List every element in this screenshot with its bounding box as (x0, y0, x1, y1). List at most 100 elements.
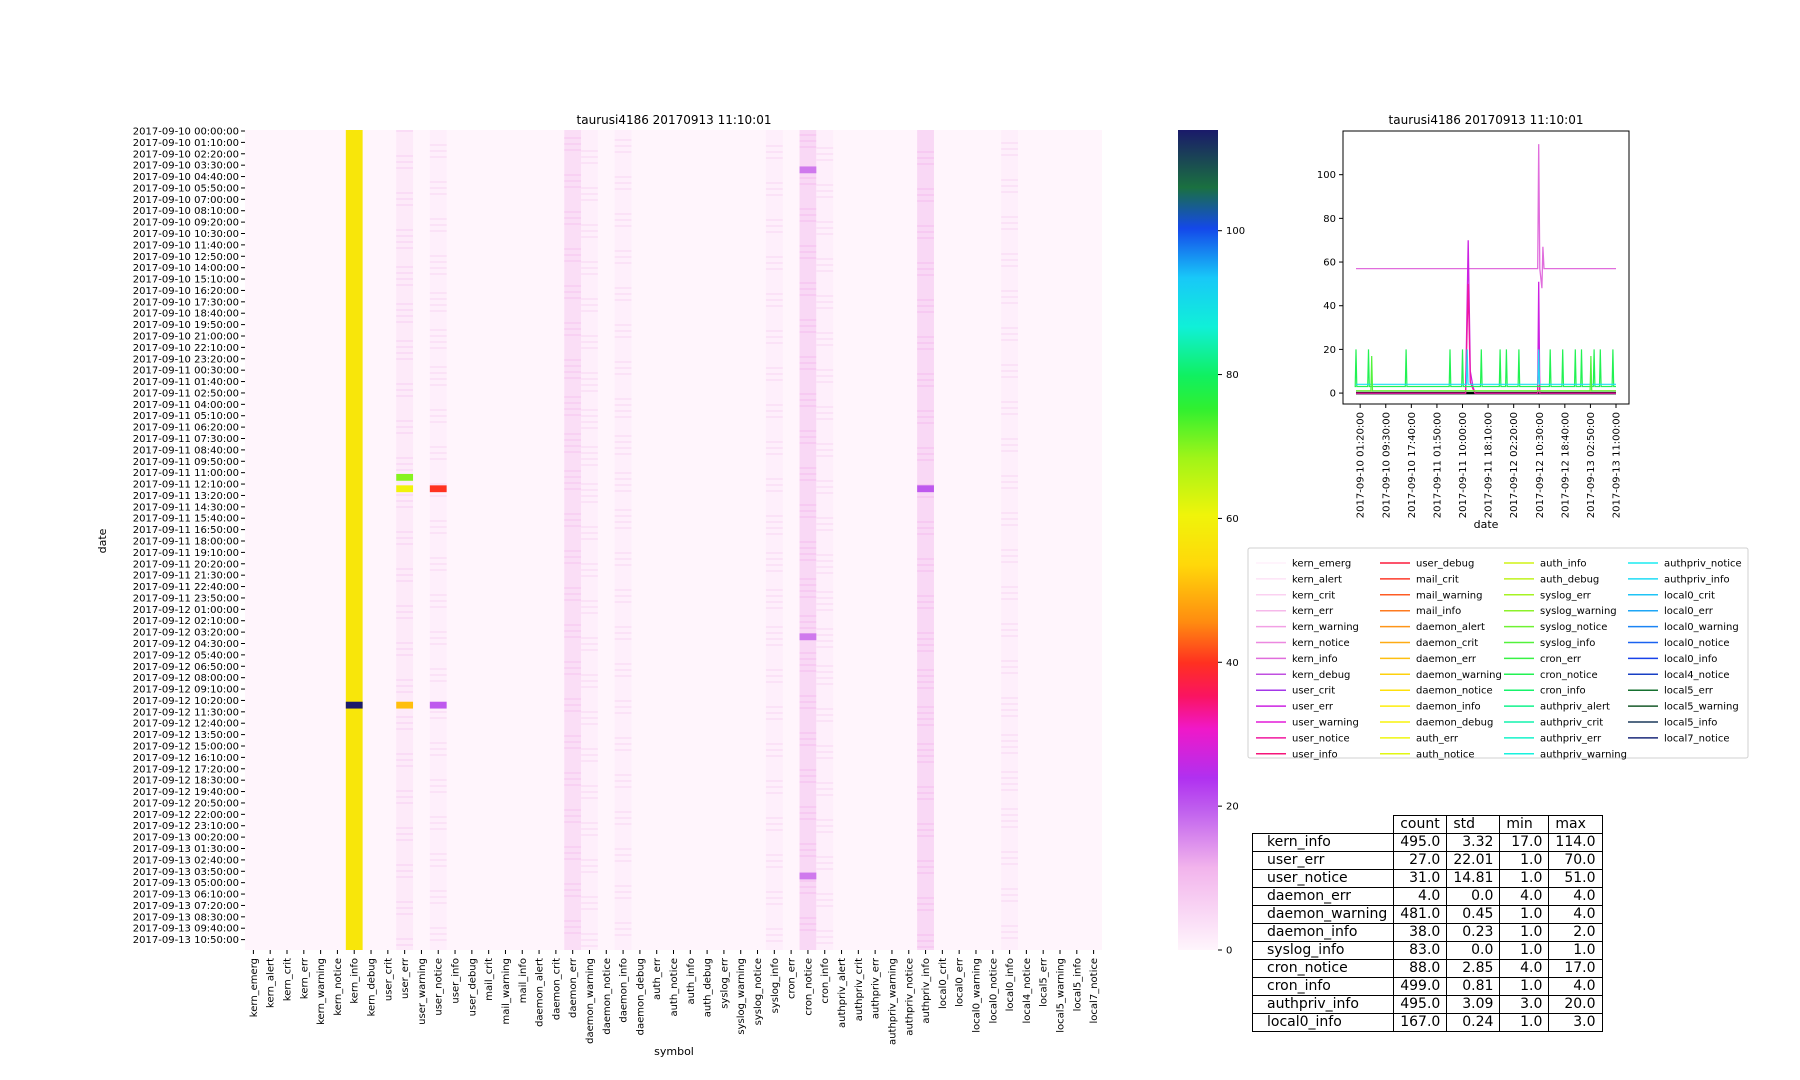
heatmap-y-tick-label: 2017-09-10 22:10:00 (133, 343, 239, 354)
heatmap-stripe (917, 946, 934, 948)
heatmap-x-tick-label: local0_crit (938, 958, 949, 1009)
heatmap-stripe (429, 224, 447, 226)
heatmap-x-tick-label: local5_warning (1055, 958, 1066, 1033)
stats-cell-label: cron_notice (1251, 959, 1395, 978)
heatmap-y-tick-label: 2017-09-12 09:10:00 (133, 685, 239, 696)
legend-entry-syslog_warning: syslog_warning (1504, 606, 1617, 617)
heatmap-stripe (799, 368, 817, 370)
heatmap-stripe (396, 500, 414, 502)
legend-box (1247, 547, 1749, 759)
heatmap-stripe (429, 372, 447, 374)
heatmap-stripe (917, 268, 934, 270)
stats-cell-std: 0.24 (1446, 1013, 1501, 1032)
heatmap-y-tick-label: 2017-09-11 20:20:00 (133, 559, 239, 570)
heatmap-stripe (429, 779, 447, 781)
heatmap-stripe (816, 443, 834, 445)
stats-cell-count: 38.0 (1393, 923, 1448, 942)
heatmap-stripe (816, 196, 834, 198)
legend-label: user_err (1292, 702, 1334, 713)
heatmap-stripe (429, 483, 447, 485)
heatmap-stripe (614, 176, 632, 178)
heatmap-stripe (917, 934, 934, 936)
heatmap-stripe (799, 695, 817, 697)
heatmap-stripe (765, 367, 783, 369)
heatmap-stripe (765, 829, 783, 831)
heatmap-stripe (396, 642, 414, 644)
stats-row-local0_info: local0_info 167.0 0.24 1.0 3.0 (1251, 1013, 1603, 1032)
legend-entry-daemon_info: daemon_info (1380, 702, 1481, 713)
heatmap-stripe (816, 486, 834, 488)
heatmap-x-tick-label: auth_debug (703, 958, 714, 1017)
heatmap-stripe (396, 346, 414, 348)
heatmap-stripe (614, 527, 632, 529)
heatmap-stripe (1001, 709, 1018, 711)
heatmap-stripe (816, 572, 834, 574)
heatmap-stripe (765, 860, 783, 862)
heatmap-stripe (614, 928, 632, 930)
stats-cell-count: 88.0 (1393, 959, 1448, 978)
heatmap-stripe (564, 926, 582, 928)
stats-cell-std: 0.45 (1446, 905, 1501, 924)
heatmap-stripe (614, 509, 632, 511)
heatmap-stripe (614, 145, 632, 147)
heatmap-stripe (917, 909, 934, 911)
heatmap-stripe (581, 372, 598, 374)
stats-cell-label: daemon_info (1251, 923, 1395, 942)
heatmap-stripe (816, 492, 834, 494)
heatmap-stripe (816, 905, 834, 907)
heatmap-stripe (1001, 191, 1018, 193)
heatmap-stripe (429, 853, 447, 855)
stats-cell-label: cron_info (1251, 977, 1395, 996)
heatmap-stripe (614, 922, 632, 924)
heatmap-stripe (1001, 290, 1018, 292)
heatmap-x-tick-label: mail_info (518, 958, 529, 1003)
heatmap-stripe (396, 315, 414, 317)
heatmap-y-tick-label: 2017-09-13 03:50:00 (133, 867, 239, 878)
heatmap-stripe (1001, 339, 1018, 341)
stats-cell-count: 83.0 (1393, 941, 1448, 960)
legend-entry-local0_crit: local0_crit (1628, 590, 1715, 601)
heatmap-stripe (799, 732, 817, 734)
heatmap-stripe (429, 520, 447, 522)
heatmap-stripe (765, 453, 783, 455)
heatmap-y-tick-label: 2017-09-12 15:00:00 (133, 742, 239, 753)
heatmap-stripe (429, 150, 447, 152)
legend-label: user_warning (1292, 718, 1359, 729)
heatmap-stripe (765, 552, 783, 554)
heatmap-stripe (816, 332, 834, 334)
stats-cell-count: 495.0 (1393, 833, 1448, 852)
heatmap-stripe (799, 442, 817, 444)
legend-entry-local5_warning: local5_warning (1628, 702, 1739, 713)
heatmap-stripe (816, 930, 834, 932)
heatmap-stripe (396, 617, 414, 619)
heatmap-stripe (799, 738, 817, 740)
heatmap-stripe (581, 193, 598, 195)
legend-label: kern_notice (1292, 638, 1350, 649)
heatmap-stripe (799, 208, 817, 210)
heatmap-stripe (917, 860, 934, 862)
heatmap-x-tick-label: authpriv_crit (854, 958, 865, 1021)
legend-entry-authpriv_notice: authpriv_notice (1628, 559, 1742, 570)
heatmap-stripe (1001, 413, 1018, 415)
heatmap-stripe (765, 780, 783, 782)
heatmap-stripe (917, 447, 934, 449)
heatmap-stripe (1001, 179, 1018, 181)
heatmap-stripe (564, 661, 582, 663)
heatmap-stripe (396, 272, 414, 274)
heatmap-stripe (429, 335, 447, 337)
line-series-kern_info (1356, 144, 1616, 289)
heatmap-stripe (816, 609, 834, 611)
heatmap-stripe (816, 517, 834, 519)
heatmap-background (245, 130, 1102, 950)
heatmap-stripe (564, 248, 582, 250)
heatmap-stripe (614, 410, 632, 412)
heatmap-stripe (1001, 623, 1018, 625)
heatmap-stripe (917, 496, 934, 498)
heatmap-stripe (917, 521, 934, 523)
heatmap-x-tick-label: local0_err (955, 957, 966, 1007)
heatmap-stripe (799, 812, 817, 814)
stats-cell-min: 1.0 (1499, 1013, 1550, 1032)
heatmap-stripe (917, 385, 934, 387)
legend-entry-kern_warning: kern_warning (1256, 622, 1359, 633)
heatmap-stripe (799, 436, 817, 438)
